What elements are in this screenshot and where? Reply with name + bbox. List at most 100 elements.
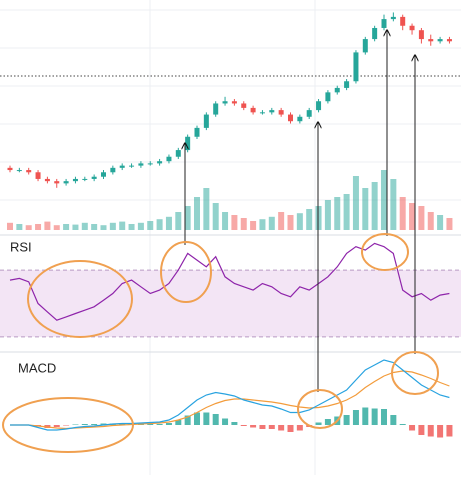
highlight-ellipse xyxy=(2,397,134,453)
candle-body xyxy=(344,81,350,88)
histogram-bar xyxy=(165,423,172,425)
volume-bar xyxy=(399,197,406,230)
volume-bar xyxy=(306,209,313,230)
histogram-bar xyxy=(147,424,154,425)
candle-body xyxy=(325,92,331,102)
candle-body xyxy=(119,165,125,168)
highlight-ellipse xyxy=(391,351,439,395)
volume-bar xyxy=(16,224,23,230)
volume-bar xyxy=(418,206,425,230)
candle-body xyxy=(372,27,378,40)
volume-bar xyxy=(44,221,51,230)
macd-line xyxy=(10,359,450,431)
histogram-bar xyxy=(203,412,210,425)
candle-body xyxy=(110,167,116,173)
histogram-bar xyxy=(399,424,406,425)
candle-body xyxy=(203,114,209,128)
histogram-bar xyxy=(409,425,416,431)
candle-body xyxy=(418,30,424,40)
price-panel xyxy=(7,12,453,230)
candle-body xyxy=(231,101,237,104)
volume-bar xyxy=(409,203,416,230)
candle-body xyxy=(362,39,368,53)
candle-body xyxy=(390,16,396,20)
histogram-bar xyxy=(250,425,257,428)
rsi-line xyxy=(9,242,450,321)
volume-bar xyxy=(25,225,32,230)
volume-bar xyxy=(53,225,60,230)
histogram-bar xyxy=(91,424,98,425)
volume-bar xyxy=(343,194,350,230)
candle-body xyxy=(381,19,387,28)
volume-bar xyxy=(446,218,453,230)
candle-body xyxy=(428,39,434,42)
volume-bar xyxy=(231,215,238,230)
annotations xyxy=(2,30,439,453)
candle-body xyxy=(241,103,247,108)
volume-bar xyxy=(212,203,219,230)
histogram-bar xyxy=(175,420,182,425)
candle-body xyxy=(353,52,359,82)
volume-bar xyxy=(278,212,285,230)
histogram-bar xyxy=(100,423,107,425)
candle-body xyxy=(297,116,303,122)
candle-body xyxy=(63,181,69,184)
histogram-bar xyxy=(427,425,434,437)
histogram-bar xyxy=(371,408,378,425)
histogram-bar xyxy=(352,410,359,425)
candle-body xyxy=(185,136,191,151)
highlight-ellipse xyxy=(27,260,133,338)
volume-bar xyxy=(296,213,303,230)
candle-body xyxy=(44,178,50,182)
histogram-bar xyxy=(231,422,238,425)
histogram-bar xyxy=(222,418,229,425)
candle-body xyxy=(147,163,153,165)
histogram-bar xyxy=(53,425,60,427)
candle-body xyxy=(175,150,181,157)
volume-bar xyxy=(427,212,434,230)
volume-bar xyxy=(100,225,107,230)
histogram-bar xyxy=(63,425,70,426)
volume-bar xyxy=(165,216,172,230)
candle-body xyxy=(54,181,60,184)
histogram-bar xyxy=(72,424,79,425)
volume-bar xyxy=(203,188,210,230)
candle-body xyxy=(7,167,13,171)
candle-body xyxy=(101,172,106,177)
volume-bar xyxy=(119,221,126,230)
candle-body xyxy=(35,172,41,179)
volume-bar xyxy=(7,222,13,230)
candle-body xyxy=(129,165,135,167)
candle-body xyxy=(316,101,322,111)
histogram-bar xyxy=(184,415,191,425)
volume-bar xyxy=(371,182,378,230)
candle-body xyxy=(16,170,22,172)
histogram-bar xyxy=(268,425,275,429)
candle-body xyxy=(269,110,275,113)
candle-body xyxy=(437,39,443,42)
volume-bar xyxy=(287,215,294,230)
volume-bar xyxy=(147,221,154,230)
volume-bar xyxy=(128,224,135,230)
volume-bar xyxy=(109,222,116,230)
rsi-title: RSI xyxy=(10,239,32,254)
volume-bar xyxy=(194,197,200,230)
volume-bar xyxy=(324,200,331,230)
histogram-bar xyxy=(287,425,294,432)
candle-body xyxy=(409,25,415,31)
candle-body xyxy=(166,156,172,162)
candle-body xyxy=(157,161,163,164)
histogram-bar xyxy=(390,415,397,425)
volume-bar xyxy=(156,219,163,230)
candle-body xyxy=(250,107,256,113)
candle-body xyxy=(446,39,452,42)
candle-body xyxy=(82,178,88,180)
histogram-bar xyxy=(194,412,200,425)
highlight-ellipse xyxy=(160,241,212,303)
histogram-bar xyxy=(259,425,266,429)
volume-bar xyxy=(390,179,397,230)
candle-body xyxy=(222,101,228,104)
volume-bar xyxy=(184,206,191,230)
